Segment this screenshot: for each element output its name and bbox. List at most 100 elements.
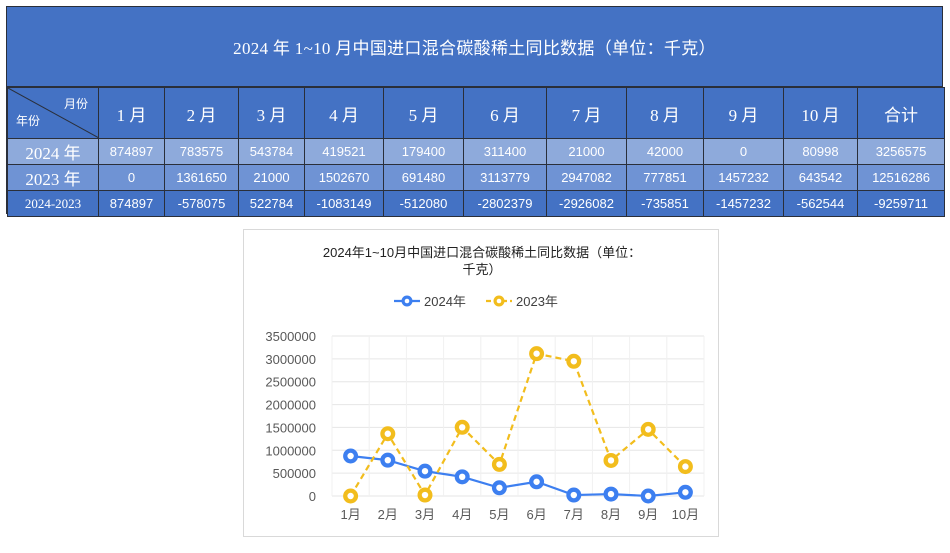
table-cell: 874897 — [98, 190, 165, 217]
data-point-center — [645, 492, 652, 500]
table-cell: 783575 — [164, 138, 239, 165]
row-label: 2024 年 — [7, 138, 99, 165]
table-cell: 522784 — [238, 190, 305, 217]
table-cell: 1457232 — [703, 164, 784, 191]
month-header: 5 月 — [383, 87, 464, 139]
table-cell: 42000 — [626, 138, 704, 165]
table-cell: -1083149 — [304, 190, 384, 217]
table-cell: 0 — [703, 138, 784, 165]
total-header: 合计 — [857, 87, 945, 139]
table-cell: 777851 — [626, 164, 704, 191]
legend-marker-center — [404, 298, 410, 304]
table-cell: 874897 — [98, 138, 165, 165]
table-cell: 419521 — [304, 138, 384, 165]
table-cell: -562544 — [783, 190, 858, 217]
x-axis: 1月 2月 3月 4月 5月 6月 7月 8月 9月 10月 — [340, 507, 699, 522]
data-point-center — [459, 473, 466, 481]
month-header: 2 月 — [164, 87, 239, 139]
chart-title-line-1: 2024年1~10月中国进口混合碳酸稀土同比数据（单位： — [323, 245, 641, 260]
x-tick-label: 10月 — [672, 507, 699, 522]
x-tick-label: 1月 — [340, 507, 360, 522]
table-cell: 21000 — [546, 138, 627, 165]
table-cell: -735851 — [626, 190, 704, 217]
table-cell: 80998 — [783, 138, 858, 165]
data-point-center — [682, 463, 689, 470]
table-row: 2024-2023 874897 -578075 522784 -1083149 -512… — [7, 190, 945, 217]
table-title: 2024 年 1~10 月中国进口混合碳酸稀土同比数据（单位：千克） — [7, 7, 942, 87]
data-point-center — [682, 489, 689, 496]
y-axis: 3500000 3000000 2500000 2000000 1500000 10000… — [265, 329, 316, 504]
y-tick-label: 3500000 — [265, 329, 316, 344]
table-cell: 21000 — [238, 164, 305, 191]
data-point-center — [645, 426, 652, 433]
corner-header: 月份 年份 — [7, 87, 99, 139]
line-chart: 2024年1~10月中国进口混合碳酸稀土同比数据（单位： 千克） 2024年 20… — [265, 245, 705, 522]
total-cell: 3256575 — [857, 138, 945, 165]
legend-label: 2023年 — [516, 294, 558, 309]
data-point-center — [570, 358, 577, 365]
data-point-center — [533, 350, 540, 357]
data-point-center — [421, 467, 429, 475]
chart-title-line-2: 千克） — [462, 262, 501, 277]
data-point-center — [347, 492, 354, 500]
table-cell: 2947082 — [546, 164, 627, 191]
data-point-center — [607, 457, 615, 464]
corner-month-label: 月份 — [63, 97, 88, 111]
table-cell: 0 — [98, 164, 165, 191]
x-tick-label: 4月 — [452, 507, 472, 522]
table-cell: 691480 — [383, 164, 464, 191]
line-chart-card: 2024年1~10月中国进口混合碳酸稀土同比数据（单位： 千克） 2024年 20… — [243, 229, 719, 537]
month-header: 9 月 — [703, 87, 784, 139]
y-tick-label: 3000000 — [265, 352, 316, 367]
table-cell: 543784 — [238, 138, 305, 165]
chart-series — [343, 346, 693, 504]
table-cell: -512080 — [383, 190, 464, 217]
data-point-center — [496, 484, 503, 491]
data-point-center — [607, 490, 615, 498]
data-point-center — [347, 452, 354, 460]
month-header: 8 月 — [626, 87, 704, 139]
x-tick-label: 3月 — [415, 507, 435, 522]
y-tick-label: 1500000 — [265, 420, 316, 435]
data-point-center — [384, 430, 391, 437]
month-header: 10 月 — [783, 87, 858, 139]
data-point-center — [384, 456, 391, 464]
data-table: 2024 年 1~10 月中国进口混合碳酸稀土同比数据（单位：千克） 月份 年份… — [6, 6, 945, 217]
x-tick-label: 2月 — [378, 507, 398, 522]
data-point-center — [459, 424, 466, 431]
x-tick-label: 7月 — [564, 507, 584, 522]
data-point-center — [533, 478, 540, 485]
table-cell: 179400 — [383, 138, 464, 165]
y-tick-label: 2000000 — [265, 398, 316, 413]
month-header: 6 月 — [463, 87, 547, 139]
y-tick-label: 2500000 — [265, 375, 316, 390]
table-row: 2023 年 0 1361650 21000 1502670 691480 3113779 2… — [7, 164, 945, 191]
month-header: 7 月 — [546, 87, 627, 139]
x-tick-label: 8月 — [601, 507, 621, 522]
x-tick-label: 6月 — [526, 507, 546, 522]
series-line — [350, 454, 686, 498]
total-cell: -9259711 — [857, 190, 945, 217]
y-tick-label: 0 — [309, 489, 316, 504]
month-header: 1 月 — [98, 87, 165, 139]
table-cell: -2926082 — [546, 190, 627, 217]
table-cell: 643542 — [783, 164, 858, 191]
chart-grid — [331, 335, 705, 497]
data-point-center — [570, 491, 577, 499]
series-1 — [343, 448, 693, 504]
legend-label: 2024年 — [424, 294, 466, 309]
table-cell: 311400 — [463, 138, 547, 165]
table-cell: 1361650 — [164, 164, 239, 191]
data-point-center — [496, 461, 503, 468]
corner-year-label: 年份 — [16, 114, 41, 128]
corner-diagonal — [8, 88, 98, 138]
x-tick-label: 5月 — [489, 507, 509, 522]
table-cell: -2802379 — [463, 190, 547, 217]
table-row: 2024 年 874897 783575 543784 419521 179400 3114… — [7, 138, 945, 165]
table-cell: -578075 — [164, 190, 239, 217]
series-line — [349, 352, 687, 498]
row-label: 2023 年 — [7, 164, 99, 191]
table-cell: -1457232 — [703, 190, 784, 217]
chart-legend: 2024年 2023年 — [394, 294, 558, 309]
month-header: 4 月 — [304, 87, 384, 139]
